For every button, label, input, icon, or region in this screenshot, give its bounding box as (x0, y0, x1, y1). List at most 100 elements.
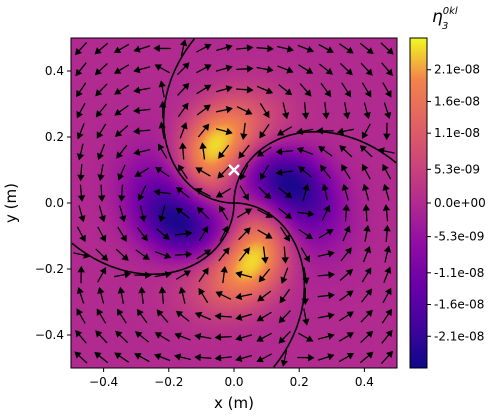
field-arrow (380, 350, 394, 365)
field-arrow (154, 271, 172, 279)
field-arrow (134, 167, 150, 177)
field-arrow (361, 82, 372, 98)
field-arrow (219, 205, 229, 221)
field-arrow (297, 332, 314, 342)
field-arrow (320, 164, 332, 179)
field-arrow (281, 102, 290, 120)
field-arrow (362, 245, 372, 263)
field-arrow (76, 102, 86, 119)
field-arrow (177, 164, 188, 180)
field-arrow (76, 226, 86, 243)
field-arrow (361, 123, 371, 139)
x-axis-ticks: −0.4 −0.2 0.0 0.2 0.4 (89, 368, 374, 389)
field-arrow (236, 65, 254, 73)
field-arrow (76, 143, 85, 161)
field-arrow (316, 127, 334, 135)
field-arrow (318, 43, 334, 53)
field-arrow (158, 80, 166, 98)
field-arrow (117, 226, 127, 242)
colorbar-title: η0kl (432, 6, 458, 27)
field-arrow (259, 103, 270, 119)
field-arrow (383, 224, 391, 242)
field-arrow (179, 122, 188, 139)
field-arrow (278, 330, 291, 344)
colorbar-tick-label: -2.1e-08 (434, 329, 484, 343)
field-arrow (256, 85, 274, 95)
field-arrow (381, 308, 393, 324)
colorbar-tick-label: -5.3e-09 (434, 230, 484, 244)
field-arrow (75, 330, 87, 344)
field-arrow (317, 332, 335, 340)
field-arrow (321, 204, 331, 221)
y-tick-label: 0.4 (45, 64, 64, 78)
center-marker-x (228, 164, 240, 176)
field-arrow (382, 183, 390, 201)
field-arrow (198, 225, 209, 242)
field-arrow (158, 100, 167, 119)
field-arrow (235, 334, 253, 342)
x-tick-label: 0.4 (355, 375, 374, 389)
field-arrow (342, 225, 351, 242)
colorbar (409, 37, 428, 369)
field-arrow (136, 227, 148, 242)
field-arrow (297, 44, 315, 53)
field-arrow (280, 349, 288, 367)
field-arrow (359, 42, 374, 55)
y-axis-ticks: −0.4 −0.2 0.0 0.2 0.4 (35, 64, 71, 342)
field-arrow (215, 64, 233, 72)
field-arrow (280, 267, 289, 284)
field-arrow (317, 291, 335, 300)
field-arrow (96, 308, 107, 324)
field-arrow (174, 332, 191, 341)
field-arrow (113, 43, 130, 53)
field-arrow (116, 308, 127, 324)
field-arrow (215, 291, 232, 300)
field-arrow (215, 105, 233, 114)
field-arrow (115, 330, 129, 344)
field-arrow (259, 123, 270, 139)
field-arrow (217, 165, 230, 179)
colorbar-tick-label: 2.1e-08 (434, 63, 480, 77)
field-arrow (78, 205, 86, 223)
field-arrow (339, 290, 354, 302)
field-arrow (258, 186, 272, 200)
field-arrow (219, 225, 229, 242)
field-arrow (235, 354, 253, 362)
colorbar-tick-label: 1.6e-08 (434, 94, 480, 108)
field-arrow (362, 183, 370, 201)
field-arrow (215, 188, 232, 198)
field-arrow (235, 313, 253, 321)
field-arrow (280, 226, 291, 242)
field-arrow (175, 229, 193, 238)
field-arrow (360, 330, 374, 343)
field-arrow (383, 266, 392, 283)
field-arrow (238, 227, 251, 241)
field-arrow (76, 123, 85, 140)
field-arrow (97, 267, 107, 283)
x-axis-label: x (m) (214, 394, 254, 412)
field-arrow (139, 205, 147, 223)
field-arrow (302, 267, 310, 285)
field-arrow (179, 142, 187, 160)
field-arrow (235, 270, 253, 279)
y-tick-label: −0.4 (35, 328, 64, 342)
colorbar-ticks: 2.1e-08 1.6e-08 1.1e-08 5.3e-09 0.0e+00 -5.3e… (427, 63, 486, 343)
field-arrow (133, 86, 151, 94)
field-arrow (73, 251, 91, 259)
field-arrow (214, 354, 232, 362)
colorbar-tick-label: 1.1e-08 (434, 126, 480, 140)
field-arrow (338, 353, 355, 363)
field-arrow (298, 166, 312, 178)
field-arrow (256, 65, 274, 74)
field-arrow (341, 82, 352, 98)
field-arrow (317, 312, 335, 320)
x-tick-label: 0.2 (290, 375, 309, 389)
field-arrow (198, 287, 209, 303)
field-arrow (341, 183, 349, 201)
field-arrow (320, 82, 332, 98)
field-arrow (360, 309, 373, 323)
field-arrow (259, 164, 270, 181)
field-arrow (153, 353, 171, 362)
field-arrow (76, 308, 86, 324)
